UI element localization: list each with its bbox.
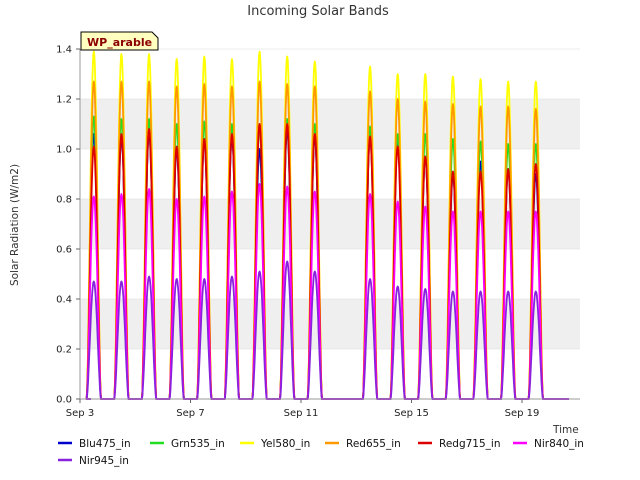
grid-band [80,199,580,249]
badge-box [80,31,159,51]
x-tick-label: Sep 7 [176,408,204,419]
y-tick-label: 0.0 [56,395,72,406]
grid-band [80,99,580,149]
y-tick-label: 0.8 [56,195,72,206]
legend: Blu475_in Grn535_in Yel580_in Red655_in Redg… [58,438,584,467]
legend-label: Yel580_in [260,438,310,450]
x-tick-label: Sep 11 [284,408,319,419]
y-tick-label: 0.2 [56,345,72,356]
legend-label: Blu475_in [79,438,131,450]
y-tick-label: 1.2 [56,95,72,106]
station-badge: WP_arable [80,31,159,51]
chart-title: Incoming Solar Bands [247,4,389,19]
grid-band [80,299,580,349]
legend-label: Nir945_in [79,455,129,467]
x-tick-label: Sep 15 [394,408,429,419]
x-tick-label: Sep 19 [505,408,540,419]
x-tick-label: Sep 3 [66,408,94,419]
legend-label: Red655_in [346,438,401,450]
x-axis-label: Time [552,424,579,436]
axes-group: 0.0 0.2 0.4 0.6 0.8 1.0 1.2 1.4 Sep 3 Sep 7 Sep 11… [56,45,580,419]
y-tick-label: 1.4 [56,45,72,56]
plot-background [80,48,580,400]
legend-label: Nir840_in [534,438,584,450]
y-axis-label: Solar Radiation (W/m2) [9,164,21,286]
legend-label: Grn535_in [171,438,225,450]
badge-label: WP_arable [87,36,152,49]
y-tick-label: 0.6 [56,245,72,256]
y-tick-label: 0.4 [56,295,72,306]
legend-label: Redg715_in [439,438,500,450]
y-tick-label: 1.0 [56,145,72,156]
